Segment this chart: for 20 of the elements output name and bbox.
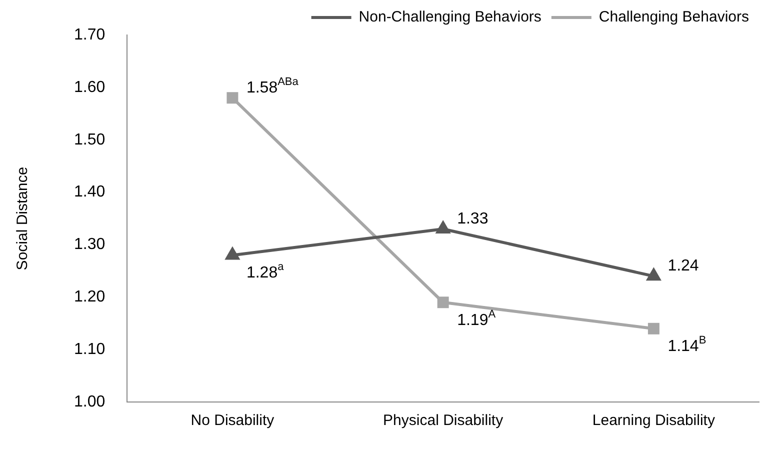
y-tick-label: 1.70 (74, 26, 106, 44)
point (226, 92, 238, 104)
x-tick-label: Learning Disability (592, 412, 716, 430)
y-tick-label: 1.10 (74, 340, 106, 358)
point (646, 268, 660, 281)
point (226, 248, 240, 260)
legend-label: Non-Challenging Behaviors (358, 8, 542, 26)
data-label: 1.24 (668, 258, 699, 275)
point (436, 221, 450, 234)
y-tick-label: 1.40 (74, 184, 106, 201)
y-tick-label: 1.50 (74, 131, 106, 148)
x-tick-label: No Disability (190, 412, 275, 430)
y-tick-label: 1.60 (74, 78, 106, 96)
legend-label: Challenging Behaviors (598, 8, 750, 26)
y-tick-label: 1.20 (74, 288, 106, 306)
y-tick-label: 1.30 (74, 236, 106, 254)
data-label: 1.33 (457, 210, 488, 228)
x-tick-label: Physical Disability (383, 412, 504, 430)
y-axis-title: Social Distance (14, 166, 32, 270)
y-tick-label: 1.00 (74, 393, 106, 410)
